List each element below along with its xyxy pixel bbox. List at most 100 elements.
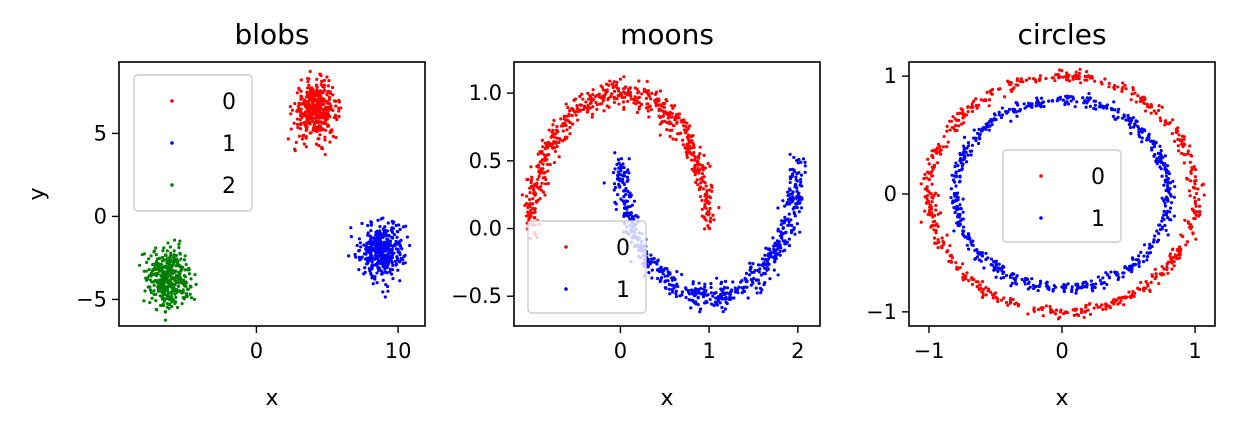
data-point [1186,221,1191,225]
data-point [1141,260,1146,264]
data-point [1128,117,1132,121]
data-point [1087,91,1091,96]
data-point [567,114,571,118]
data-point [620,95,624,100]
data-point [1177,149,1181,153]
data-point [625,211,630,215]
data-point [788,168,792,172]
data-point [1061,285,1065,290]
data-point [368,234,372,238]
data-point [528,191,532,195]
data-point [527,218,531,222]
data-point [924,176,929,180]
data-point [1067,73,1071,77]
data-point [1111,298,1116,302]
data-point [601,88,606,92]
data-point [1140,136,1144,140]
data-point [186,287,190,291]
data-point [984,125,988,129]
data-point [158,286,162,290]
data-point [1021,80,1025,84]
data-point [674,291,678,296]
data-point [700,198,704,202]
data-point [617,102,621,106]
data-point [703,227,707,231]
data-point [1018,109,1022,113]
data-point [953,128,957,133]
data-point [1170,267,1174,271]
data-point [939,211,943,215]
data-point [1035,96,1039,100]
data-point [803,164,807,168]
data-point [331,134,335,138]
data-point [1105,103,1110,107]
data-point [1090,76,1094,80]
data-point [705,189,709,193]
data-point [390,226,394,230]
data-point [586,103,590,108]
data-point [540,181,544,185]
data-point [347,254,351,258]
data-point [1164,228,1168,232]
data-point [366,223,370,228]
data-point [774,256,779,260]
data-point [1030,277,1034,281]
data-point [378,253,382,257]
data-point [1149,280,1153,285]
data-point [974,104,978,108]
data-point [713,300,717,304]
data-point [624,192,628,197]
data-point [1165,183,1170,188]
data-point [787,243,792,248]
data-point [1074,282,1078,287]
data-point [337,106,341,110]
data-point [397,223,401,227]
data-point [1039,306,1043,310]
data-point [1159,160,1163,164]
data-point [626,90,630,94]
data-point [524,202,529,206]
data-point [987,98,992,102]
data-point [1004,273,1009,278]
data-point [578,94,582,99]
data-point [349,234,353,239]
data-point [1166,271,1170,275]
data-point [934,229,938,233]
data-point [922,176,926,181]
data-point [948,119,952,123]
data-point [961,108,965,112]
data-point [645,102,649,106]
data-point [1135,119,1139,124]
data-point [1130,92,1134,96]
data-point [1137,259,1141,263]
data-point [386,221,390,225]
data-point [151,263,155,267]
data-point [782,221,786,225]
data-point [680,290,685,294]
data-point [526,177,530,182]
data-point [1118,296,1123,300]
data-point [954,161,958,165]
data-point [316,119,320,123]
data-point [1019,77,1023,81]
data-point [615,193,620,197]
data-point [751,281,755,285]
data-point [1023,106,1027,110]
data-point [758,267,762,271]
data-point [684,295,688,300]
data-point [1123,266,1127,270]
data-point [953,117,957,121]
data-point [172,253,176,257]
y-tick-label: 1 [884,64,897,88]
data-point [747,273,752,277]
data-point [558,138,562,142]
data-point [759,291,763,295]
data-point [1046,287,1050,291]
data-point [783,239,787,243]
data-point [612,188,616,192]
data-point [1166,186,1170,190]
data-point [169,272,173,276]
data-point [1066,102,1071,106]
data-point [1017,303,1021,307]
data-point [1194,204,1198,208]
